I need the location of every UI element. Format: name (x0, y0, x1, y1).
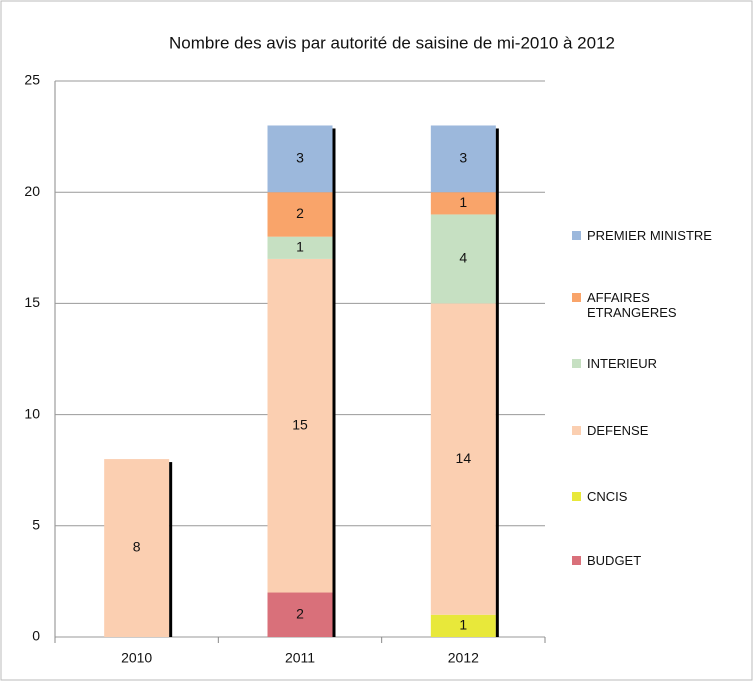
data-label: 2 (296, 205, 304, 221)
data-label: 2 (296, 605, 304, 621)
bar-segment (430, 614, 496, 637)
bar-segment (267, 258, 333, 593)
legend-swatch (572, 556, 581, 565)
data-label: 3 (296, 150, 304, 166)
data-label: 8 (133, 539, 141, 555)
legend-swatch (572, 426, 581, 435)
legend-swatch (572, 293, 581, 302)
bar-segment (430, 303, 496, 615)
bar-shadow (332, 128, 336, 638)
data-label: 15 (292, 416, 308, 432)
legend-item: DEFENSE (572, 423, 732, 438)
bar-segment (267, 125, 333, 193)
bar-segment (104, 459, 170, 637)
bar-segment (430, 214, 496, 304)
bar-shadow (169, 462, 173, 637)
data-label: 3 (459, 150, 467, 166)
legend-label: INTERIEUR (587, 356, 658, 371)
data-label: 1 (296, 239, 304, 255)
chart-title: Nombre des avis par autorité de saisine … (169, 33, 615, 52)
x-tick-label: 2010 (121, 650, 152, 666)
bar-segment (267, 192, 333, 237)
y-tick-label: 20 (24, 183, 40, 199)
legend-label: AFFAIRES ETRANGERES (587, 290, 677, 320)
bar-shadow (495, 128, 499, 638)
bar-segment (267, 236, 333, 259)
bar-segment (267, 592, 333, 637)
legend-item: PREMIER MINISTRE (572, 228, 732, 243)
x-tick-label: 2012 (448, 650, 479, 666)
legend-label: DEFENSE (587, 423, 649, 438)
legend-item: AFFAIRES ETRANGERES (572, 290, 682, 320)
y-tick-label: 25 (24, 72, 40, 88)
bar-segment (430, 192, 496, 215)
legend-label: CNCIS (587, 489, 628, 504)
legend-swatch (572, 231, 581, 240)
x-tick-label: 2011 (285, 650, 315, 666)
data-label: 1 (459, 617, 467, 633)
data-label: 14 (456, 450, 472, 466)
bar-segment (430, 125, 496, 193)
y-tick-label: 5 (32, 517, 40, 533)
y-tick-label: 10 (24, 405, 40, 421)
y-tick-label: 15 (24, 294, 40, 310)
legend-swatch (572, 492, 581, 501)
legend-swatch (572, 359, 581, 368)
y-tick-label: 0 (32, 628, 40, 644)
data-label: 4 (459, 250, 467, 266)
legend-label: BUDGET (587, 553, 642, 568)
legend-item: BUDGET (572, 553, 732, 568)
legend-item: INTERIEUR (572, 356, 732, 371)
legend-label: PREMIER MINISTRE (587, 228, 712, 243)
legend-item: CNCIS (572, 489, 732, 504)
data-label: 1 (459, 194, 467, 210)
